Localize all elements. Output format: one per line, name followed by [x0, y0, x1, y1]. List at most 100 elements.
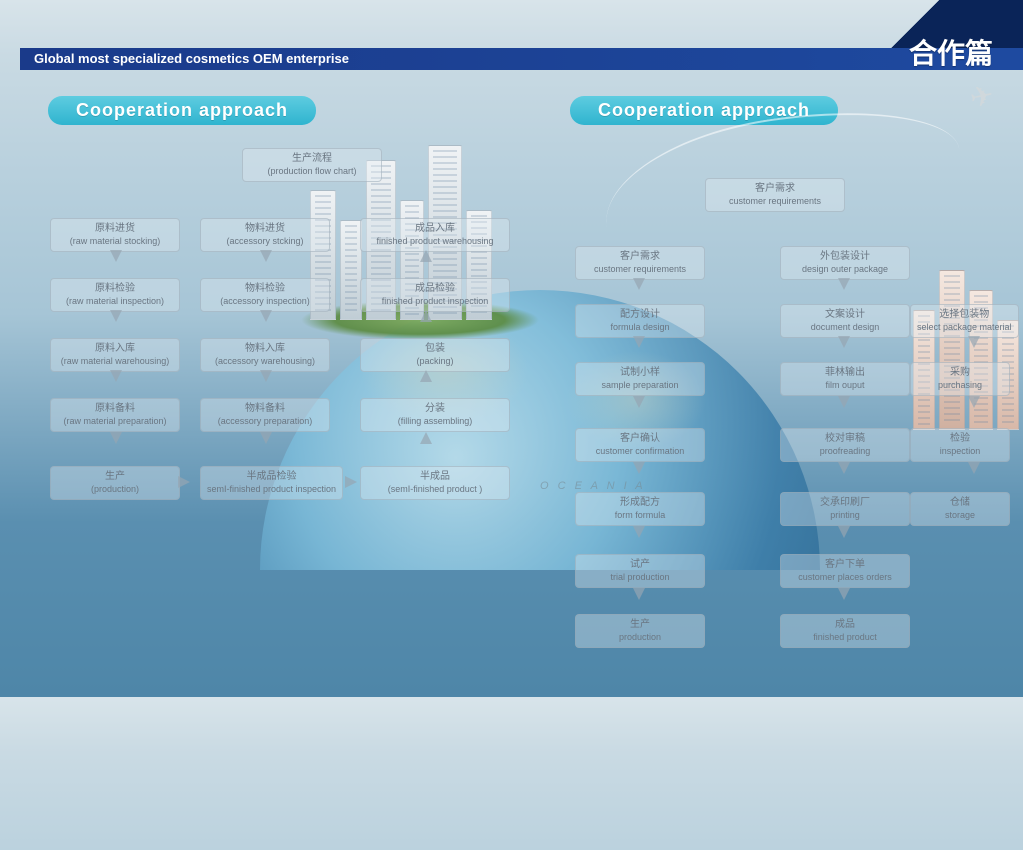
flow-arrow — [968, 396, 980, 408]
flow-node-cn: 检验 — [917, 433, 1003, 446]
flow-node: 物料检验(accessory inspection) — [200, 278, 330, 312]
flow-node-cn: 菲林输出 — [787, 367, 903, 380]
flow-node: 生产production — [575, 614, 705, 648]
flow-node: 形成配方form formula — [575, 492, 705, 526]
flow-node: 客户下单customer places orders — [780, 554, 910, 588]
flow-arrow — [260, 432, 272, 444]
flow-node-cn: 客户需求 — [712, 183, 838, 196]
flow-node-cn: 半成品 — [367, 471, 503, 484]
flow-arrow — [420, 370, 432, 382]
flow-node-en: purchasing — [917, 380, 1003, 391]
flow-node-cn: 试产 — [582, 559, 698, 572]
flow-node-en: customer requirements — [712, 196, 838, 207]
flow-node-en: sample preparation — [582, 380, 698, 391]
flow-node-cn: 成品入库 — [367, 223, 503, 236]
flow-node-en: (packing) — [367, 356, 503, 367]
flow-arrow — [838, 336, 850, 348]
flow-node: 交承印刷厂printing — [780, 492, 910, 526]
flow-node-cn: 采购 — [917, 367, 1003, 380]
flow-node-cn: 物料备料 — [207, 403, 323, 416]
flow-node-cn: 成品 — [787, 619, 903, 632]
flow-arrow — [838, 278, 850, 290]
flow-node: 检验inspection — [910, 428, 1010, 462]
flow-node-cn: 原料入库 — [57, 343, 173, 356]
flow-node-en: (raw material stocking) — [57, 236, 173, 247]
flow-node-en: customer places orders — [787, 572, 903, 583]
flow-node-cn: 试制小样 — [582, 367, 698, 380]
flow-node-en: (filling assembling) — [367, 416, 503, 427]
flow-arrow — [633, 588, 645, 600]
flow-node-cn: 客户下单 — [787, 559, 903, 572]
flow-arrow — [110, 310, 122, 322]
flow-node-en: trial production — [582, 572, 698, 583]
flow-node-cn: 仓储 — [917, 497, 1003, 510]
flow-node-en: (raw material preparation) — [57, 416, 173, 427]
flow-node: 原料入库(raw material warehousing) — [50, 338, 180, 372]
flow-node-en: formula design — [582, 322, 698, 333]
flow-node-cn: 物料进货 — [207, 223, 323, 236]
flow-node-cn: 原料检验 — [57, 283, 173, 296]
flow-node: 原料检验(raw material inspection) — [50, 278, 180, 312]
flow-arrow — [178, 476, 190, 488]
flow-arrow — [968, 462, 980, 474]
flow-node: 校对审稿proofreading — [780, 428, 910, 462]
flow-node-en: printing — [787, 510, 903, 521]
flow-arrow — [110, 370, 122, 382]
flow-node-cn: 配方设计 — [582, 309, 698, 322]
flow-node-en: customer requirements — [582, 264, 698, 275]
flow-node: 物料入库(accessory warehousing) — [200, 338, 330, 372]
flow-diagram-area: 生产流程(production flow chart) 原料进货(raw mate… — [0, 0, 1023, 697]
flow-arrow — [838, 526, 850, 538]
flow-node: 配方设计formula design — [575, 304, 705, 338]
flow-arrow — [420, 250, 432, 262]
flow-node-en: inspection — [917, 446, 1003, 457]
flow-node: 试制小样sample preparation — [575, 362, 705, 396]
flow-node-en: customer confirmation — [582, 446, 698, 457]
flow-node-cn: 校对审稿 — [787, 433, 903, 446]
flow-arrow — [838, 396, 850, 408]
flow-node-cn: 客户确认 — [582, 433, 698, 446]
flow-node-en: (raw material inspection) — [57, 296, 173, 307]
flow-node-en: (accessory preparation) — [207, 416, 323, 427]
flow-node-cn: 交承印刷厂 — [787, 497, 903, 510]
flow-arrow — [110, 250, 122, 262]
flow-arrow — [838, 462, 850, 474]
flow-arrow — [633, 462, 645, 474]
flow-node-en: (production flow chart) — [249, 166, 375, 177]
flow-arrow — [420, 432, 432, 444]
flow-arrow — [633, 278, 645, 290]
flow-node-en: (semI-finished product ) — [367, 484, 503, 495]
flow-node: 试产trial production — [575, 554, 705, 588]
flow-node: 客户确认customer confirmation — [575, 428, 705, 462]
flow-node-cn: 生产 — [57, 471, 173, 484]
flow-node-en: (accessory inspection) — [207, 296, 323, 307]
flow-node: 分装(filling assembling) — [360, 398, 510, 432]
flow-node-cn: 物料入库 — [207, 343, 323, 356]
flow-node: 半成品检验semI-finished product inspection — [200, 466, 343, 500]
flow-node-en: finished product warehousing — [367, 236, 503, 247]
flow-node-en: form formula — [582, 510, 698, 521]
flow-node-en: (accessory warehousing) — [207, 356, 323, 367]
flow-node-en: (accessory stcking) — [207, 236, 323, 247]
flow-arrow — [633, 396, 645, 408]
flow-arrow — [420, 310, 432, 322]
flow-node: 菲林输出film ouput — [780, 362, 910, 396]
flow-node: 原料进货(raw material stocking) — [50, 218, 180, 252]
flow-node: 原料备料(raw material preparation) — [50, 398, 180, 432]
flow-node-en: document design — [787, 322, 903, 333]
flow-node: 物料备料(accessory preparation) — [200, 398, 330, 432]
flow-node-cn: 半成品检验 — [207, 471, 336, 484]
flow-node: 外包装设计design outer package — [780, 246, 910, 280]
flow-node-cn: 分装 — [367, 403, 503, 416]
flow-node-en: proofreading — [787, 446, 903, 457]
flow-arrow — [838, 588, 850, 600]
flow-arrow — [260, 370, 272, 382]
flow-arrow — [633, 526, 645, 538]
flow-node: 生产流程(production flow chart) — [242, 148, 382, 182]
flow-node-cn: 外包装设计 — [787, 251, 903, 264]
flow-node-cn: 生产流程 — [249, 153, 375, 166]
flow-node-en: finished product — [787, 632, 903, 643]
flow-node-en: film ouput — [787, 380, 903, 391]
flow-node: 客户需求customer requirements — [575, 246, 705, 280]
flow-node-cn: 包装 — [367, 343, 503, 356]
